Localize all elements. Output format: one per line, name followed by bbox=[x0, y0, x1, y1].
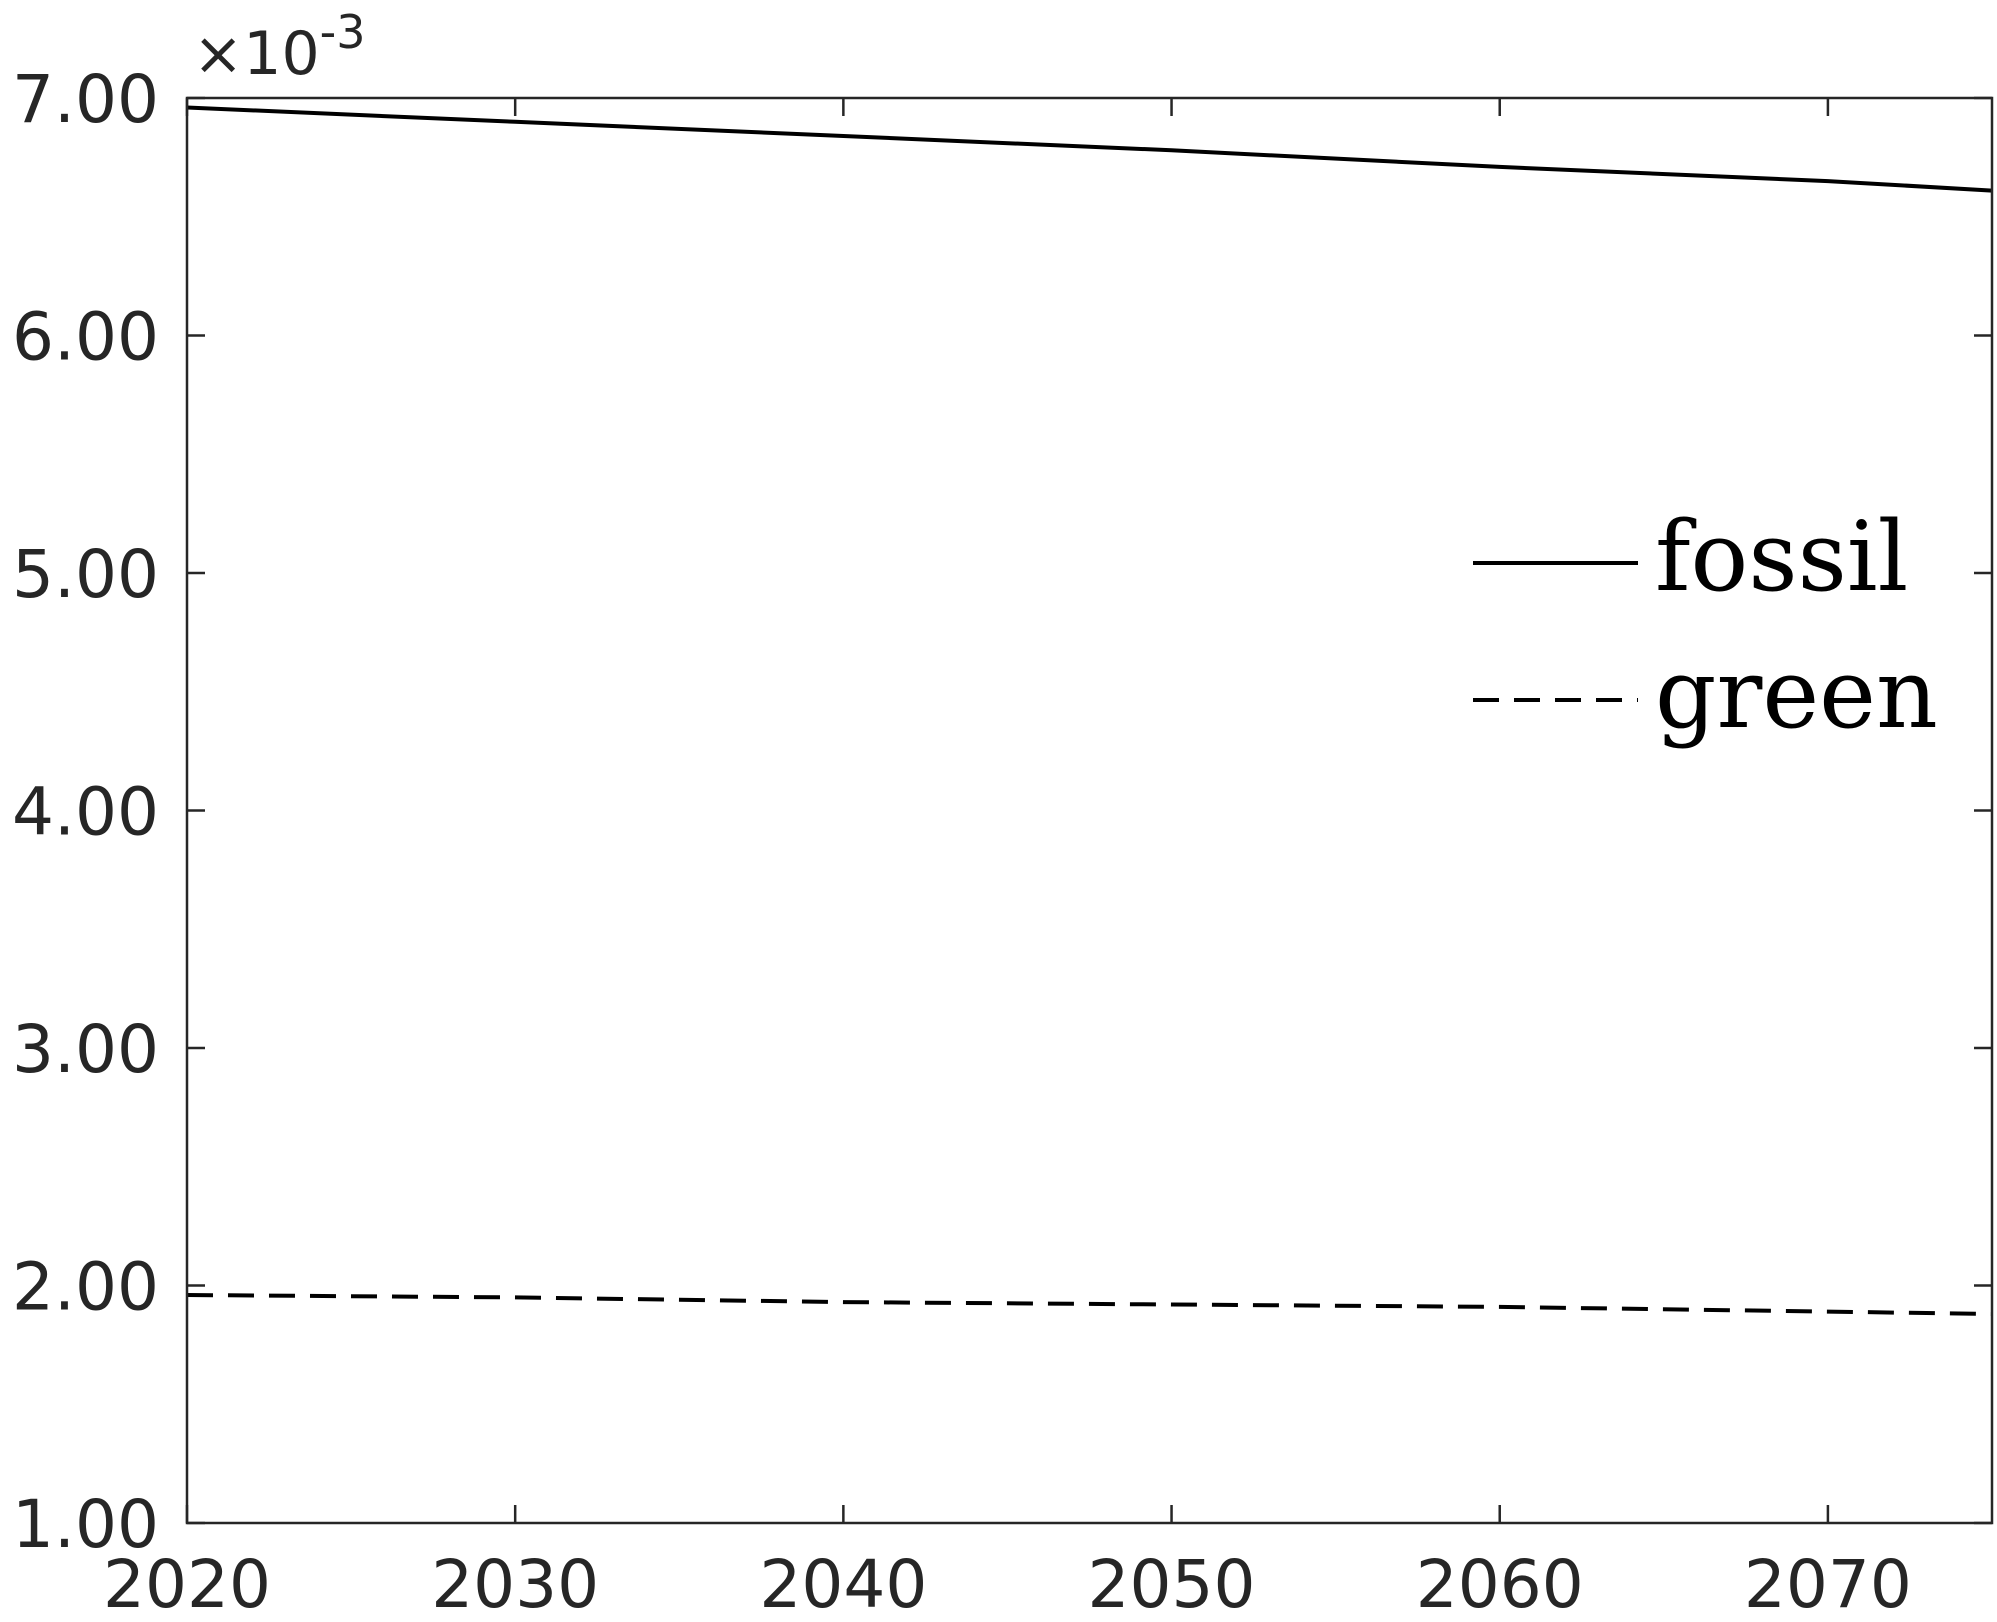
y-tick-label: 6.00 bbox=[12, 299, 159, 376]
series-line-green bbox=[186, 1293, 1993, 1316]
y-tick-labels: 1.00 2.00 3.00 4.00 5.00 6.00 7.00 bbox=[12, 61, 159, 1563]
y-axis-multiplier-base: ×10 bbox=[193, 19, 320, 89]
y-tick-label: 2.00 bbox=[12, 1249, 159, 1326]
x-tick-label: 2020 bbox=[103, 1546, 271, 1622]
legend-label-fossil: fossil bbox=[1655, 501, 1908, 613]
x-tick-label: 2040 bbox=[759, 1546, 927, 1622]
legend: fossil green bbox=[1473, 501, 1938, 750]
plot-frame bbox=[185, 96, 1994, 1525]
y-tick-label: 3.00 bbox=[12, 1011, 159, 1088]
x-tick-labels: 2020 2030 2040 2050 2060 2070 bbox=[103, 1546, 1912, 1622]
y-tick-label: 4.00 bbox=[12, 774, 159, 851]
x-tick-label: 2070 bbox=[1744, 1546, 1912, 1622]
y-axis-multiplier-exponent: -3 bbox=[320, 5, 366, 59]
x-tick-label: 2060 bbox=[1416, 1546, 1584, 1622]
y-axis-multiplier: ×10-3 bbox=[193, 5, 366, 89]
x-tick-label: 2050 bbox=[1088, 1546, 1256, 1622]
series-lines bbox=[186, 105, 1993, 1316]
legend-label-green: green bbox=[1655, 638, 1938, 750]
series-line-fossil bbox=[186, 105, 1993, 193]
y-tick-label: 1.00 bbox=[12, 1486, 159, 1563]
x-tick-label: 2030 bbox=[431, 1546, 599, 1622]
y-tick-label: 7.00 bbox=[12, 61, 159, 138]
y-tick-label: 5.00 bbox=[12, 536, 159, 613]
